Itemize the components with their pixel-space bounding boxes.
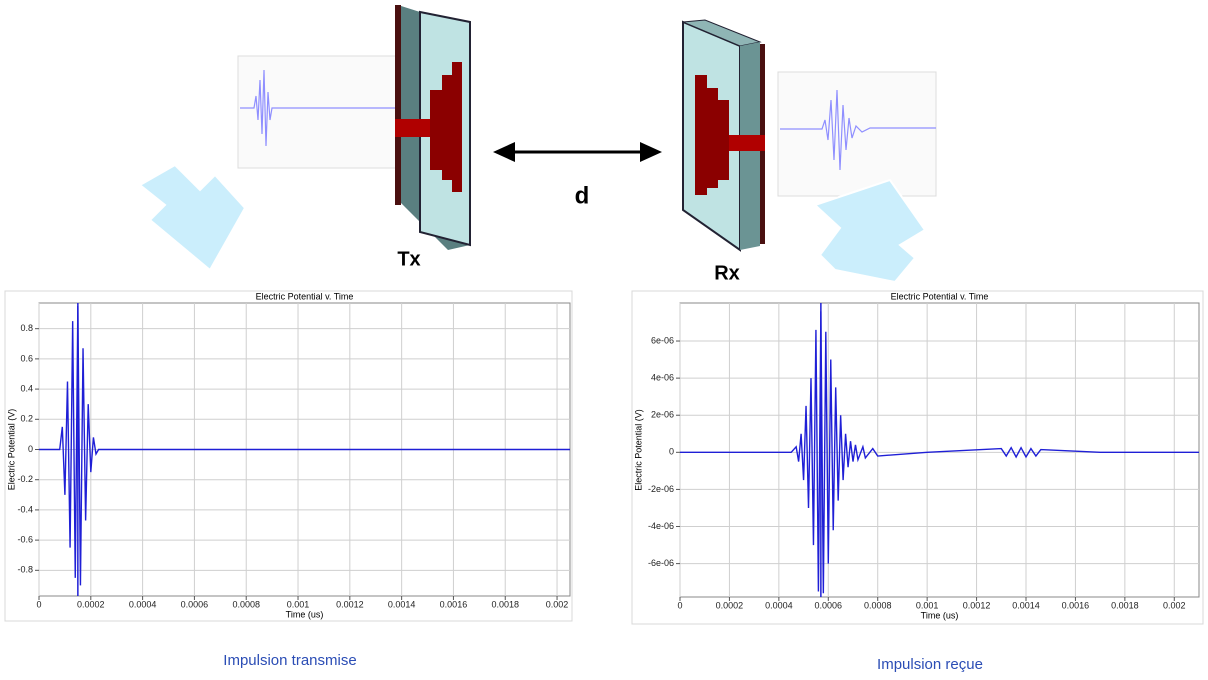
chart-title: Electric Potential v. Time	[256, 291, 354, 301]
x-tick-label: 0.0016	[440, 599, 468, 609]
y-tick-label: 6e-06	[651, 335, 674, 345]
x-tick-label: 0.0006	[181, 599, 209, 609]
x-tick-label: 0.0006	[815, 600, 843, 610]
distance-label: d	[575, 182, 590, 209]
x-tick-label: 0	[36, 599, 41, 609]
x-tick-label: 0.0002	[716, 600, 744, 610]
x-tick-label: 0.0004	[765, 600, 793, 610]
y-tick-label: 2e-06	[651, 410, 674, 420]
y-tick-label: 0.6	[20, 353, 33, 363]
x-tick-label: 0.001	[287, 599, 310, 609]
plot-area	[679, 302, 1200, 598]
y-tick-label: -2e-06	[648, 484, 674, 494]
y-tick-label: -6e-06	[648, 558, 674, 568]
x-tick-label: 0.001	[916, 600, 939, 610]
y-tick-label: -0.2	[17, 474, 33, 484]
x-tick-label: 0.0002	[77, 599, 105, 609]
y-axis-label: Electric Potential (V)	[6, 409, 16, 491]
y-tick-label: 0.4	[20, 383, 33, 393]
x-axis-label: Time (us)	[921, 610, 959, 620]
waveform	[39, 306, 570, 586]
tx-thumbnail	[237, 55, 397, 169]
x-tick-label: 0.002	[1163, 600, 1186, 610]
caption: Impulsion transmise	[223, 652, 356, 669]
tx-transducer	[395, 5, 471, 250]
x-tick-label: 0.0012	[336, 599, 364, 609]
x-tick-label: 0.0018	[491, 599, 519, 609]
tx-label: Tx	[397, 248, 420, 270]
x-tick-label: 0.002	[546, 599, 569, 609]
x-tick-label: 0.0008	[864, 600, 892, 610]
tx-down-arrow	[138, 163, 247, 272]
y-tick-label: 4e-06	[651, 372, 674, 382]
y-tick-label: 0	[669, 447, 674, 457]
y-tick-label: -0.6	[17, 534, 33, 544]
rx-thumbnail	[777, 71, 937, 197]
x-axis-label: Time (us)	[286, 609, 324, 619]
caption: Impulsion reçue	[877, 656, 983, 673]
rx-transducer	[682, 19, 765, 252]
y-axis-label: Electric Potential (V)	[633, 409, 643, 491]
x-tick-label: 0.0004	[129, 599, 157, 609]
x-tick-label: 0.0014	[388, 599, 416, 609]
x-tick-label: 0.0012	[963, 600, 991, 610]
y-tick-label: -0.4	[17, 504, 33, 514]
y-tick-label: -4e-06	[648, 521, 674, 531]
y-tick-label: 0	[28, 444, 33, 454]
x-tick-label: 0	[677, 600, 682, 610]
rx-label: Rx	[714, 262, 740, 284]
x-tick-label: 0.0008	[232, 599, 260, 609]
x-tick-label: 0.0014	[1012, 600, 1040, 610]
rx-down-arrow	[813, 178, 927, 284]
x-tick-label: 0.0018	[1111, 600, 1139, 610]
distance-arrow	[493, 142, 662, 162]
y-tick-label: -0.8	[17, 565, 33, 575]
chart-title: Electric Potential v. Time	[891, 291, 989, 301]
x-tick-label: 0.0016	[1062, 600, 1090, 610]
y-tick-label: 0.2	[20, 414, 33, 424]
y-tick-label: 0.8	[20, 323, 33, 333]
waveform	[680, 311, 1199, 594]
